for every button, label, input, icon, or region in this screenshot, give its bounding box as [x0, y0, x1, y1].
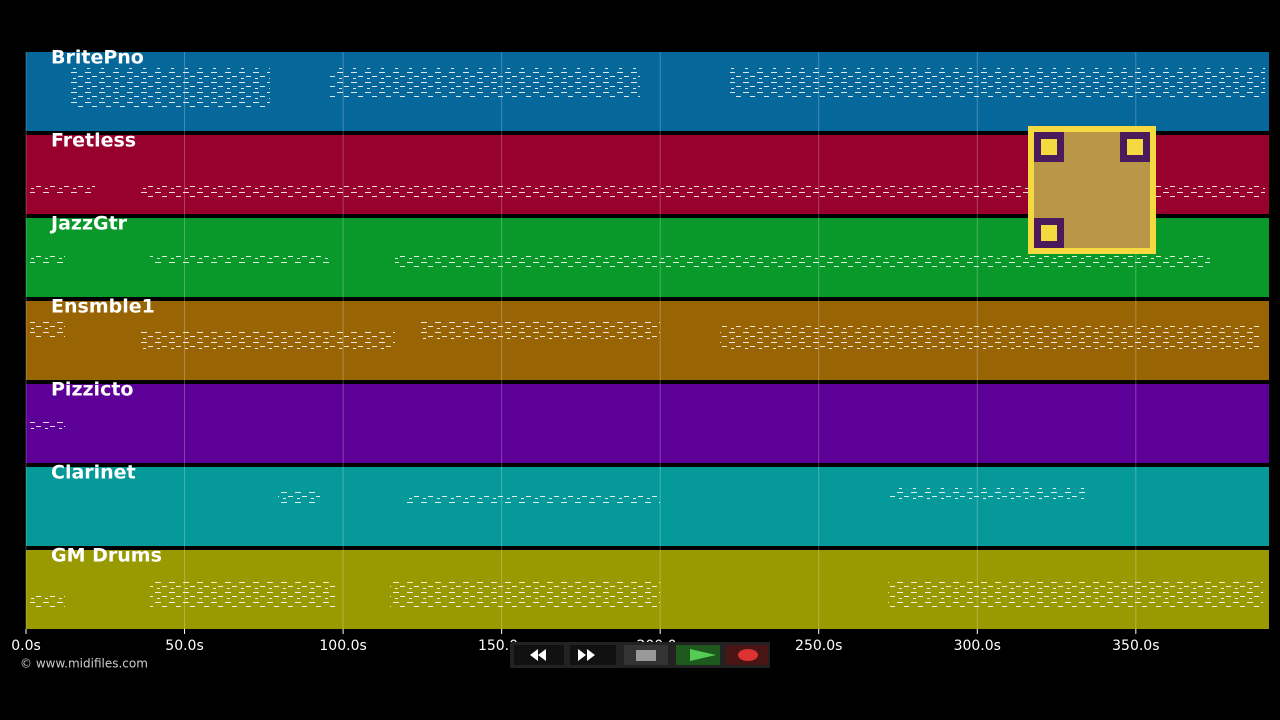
track-lane: [26, 384, 1269, 463]
transport-controls: [510, 642, 770, 668]
track-name: Pizzicto: [51, 379, 133, 401]
x-tick-label: 250.0s: [795, 638, 842, 654]
stop-button[interactable]: [624, 645, 668, 665]
rewind-button[interactable]: [514, 645, 564, 665]
copyright: © www.midifiles.com: [20, 657, 148, 671]
track-name: JazzGtr: [49, 213, 128, 235]
track-name: Clarinet: [51, 462, 136, 484]
x-tick-label: 100.0s: [319, 638, 366, 654]
track-name: BritePno: [51, 47, 144, 69]
x-tick-label: 0.0s: [11, 638, 41, 654]
track-name: GM Drums: [51, 545, 162, 567]
qr-code: [1028, 126, 1156, 254]
x-tick-label: 50.0s: [165, 638, 203, 654]
x-tick-label: 350.0s: [1112, 638, 1159, 654]
note-texture: [30, 68, 1265, 608]
track-lane: [26, 467, 1269, 546]
fast-forward-button[interactable]: [570, 645, 616, 665]
record-button[interactable]: [726, 645, 768, 665]
track-labels: BritePno Fretless JazzGtr Ensmble1 Pizzicto C…: [49, 47, 162, 567]
play-button[interactable]: [676, 645, 720, 665]
track-name: Fretless: [51, 130, 136, 152]
track-name: Ensmble1: [51, 296, 155, 318]
x-tick-label: 300.0s: [954, 638, 1001, 654]
